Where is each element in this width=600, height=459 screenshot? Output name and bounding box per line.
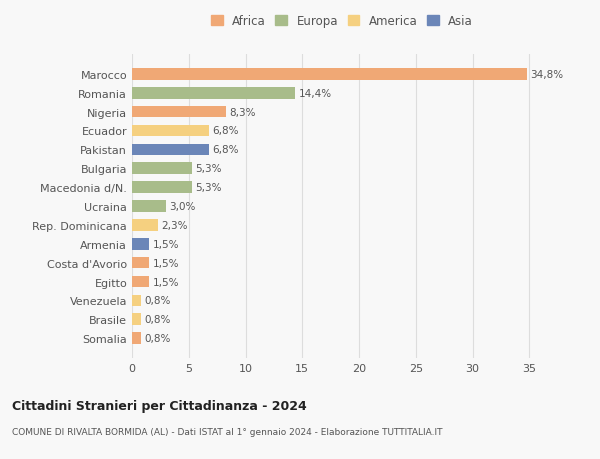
Text: 5,3%: 5,3% bbox=[196, 183, 222, 193]
Text: 2,3%: 2,3% bbox=[161, 220, 188, 230]
Bar bbox=[132, 144, 209, 156]
Bar bbox=[132, 182, 192, 194]
Bar bbox=[132, 106, 226, 118]
Bar bbox=[132, 314, 141, 325]
Bar bbox=[132, 163, 192, 175]
Text: 8,3%: 8,3% bbox=[230, 107, 256, 118]
Text: 1,5%: 1,5% bbox=[152, 277, 179, 287]
Text: 1,5%: 1,5% bbox=[152, 258, 179, 268]
Bar bbox=[132, 125, 209, 137]
Text: 0,8%: 0,8% bbox=[145, 296, 171, 306]
Text: COMUNE DI RIVALTA BORMIDA (AL) - Dati ISTAT al 1° gennaio 2024 - Elaborazione TU: COMUNE DI RIVALTA BORMIDA (AL) - Dati IS… bbox=[12, 427, 443, 436]
Bar bbox=[132, 88, 295, 99]
Bar bbox=[132, 219, 158, 231]
Text: 3,0%: 3,0% bbox=[169, 202, 196, 212]
Bar bbox=[132, 333, 141, 344]
Legend: Africa, Europa, America, Asia: Africa, Europa, America, Asia bbox=[209, 12, 475, 30]
Bar bbox=[132, 276, 149, 288]
Bar bbox=[132, 257, 149, 269]
Bar bbox=[132, 201, 166, 213]
Text: Cittadini Stranieri per Cittadinanza - 2024: Cittadini Stranieri per Cittadinanza - 2… bbox=[12, 399, 307, 412]
Text: 34,8%: 34,8% bbox=[530, 70, 563, 80]
Bar bbox=[132, 295, 141, 307]
Bar bbox=[132, 69, 527, 80]
Text: 6,8%: 6,8% bbox=[212, 145, 239, 155]
Text: 14,4%: 14,4% bbox=[299, 89, 332, 99]
Text: 1,5%: 1,5% bbox=[152, 239, 179, 249]
Text: 5,3%: 5,3% bbox=[196, 164, 222, 174]
Text: 6,8%: 6,8% bbox=[212, 126, 239, 136]
Bar bbox=[132, 238, 149, 250]
Text: 0,8%: 0,8% bbox=[145, 333, 171, 343]
Text: 0,8%: 0,8% bbox=[145, 314, 171, 325]
